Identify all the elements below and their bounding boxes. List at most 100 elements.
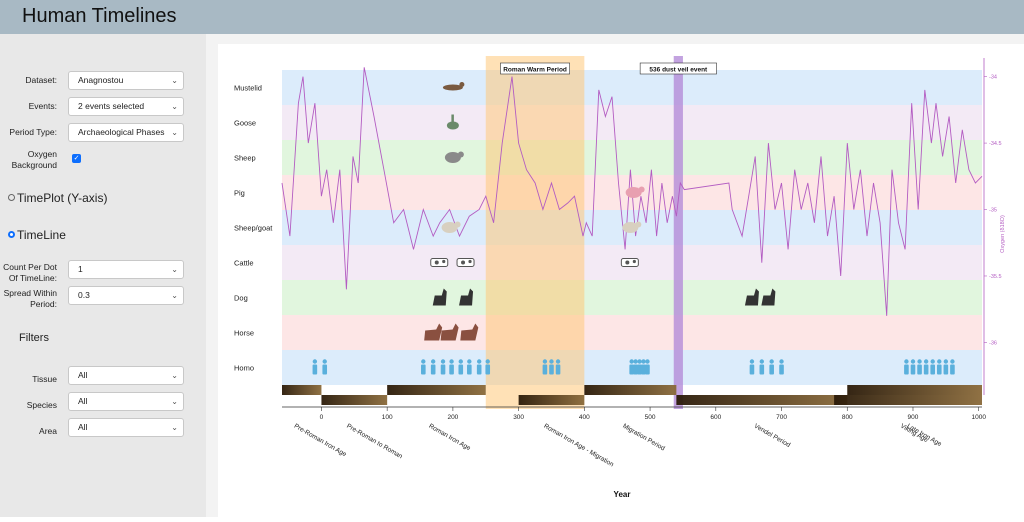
pig-icon: [638, 186, 645, 193]
homo-icon: [749, 364, 755, 375]
horse-icon: [424, 323, 443, 341]
spread-select[interactable]: 0.3 ⌄: [68, 286, 184, 305]
timeline-chart: Mustelid Goose Sheep Pig Sheep/goat Cattle Dog…: [234, 56, 1006, 499]
homo-icon: [637, 359, 642, 364]
timeplot-radio[interactable]: TimePlot (Y-axis): [8, 191, 107, 205]
period-bar: [387, 385, 486, 395]
row-label: Goose: [234, 119, 256, 128]
homo-icon: [312, 364, 318, 375]
area-select[interactable]: All ⌄: [68, 418, 184, 437]
homo-icon: [542, 359, 548, 364]
homo-icon: [779, 359, 784, 364]
homo-icon: [549, 364, 554, 375]
right-axis-tick-label: -36: [989, 340, 997, 346]
homo-icon: [476, 364, 482, 375]
period-label: Vendel Period: [753, 423, 792, 449]
homo-icon: [555, 364, 561, 375]
homo-icon: [769, 364, 774, 375]
homo-icon: [769, 359, 774, 364]
x-axis-tick-label: 300: [513, 414, 524, 421]
right-axis-label: Oxygen (δ18O): [1000, 215, 1006, 253]
period-bar: [584, 385, 677, 395]
dataset-select[interactable]: Anagnostou ⌄: [68, 71, 184, 90]
homo-icon: [930, 364, 936, 375]
dataset-label: Dataset:: [25, 75, 57, 85]
dog-icon: [459, 288, 474, 306]
period-type-select[interactable]: Archaeological Phases ⌄: [68, 123, 184, 142]
cattle-icon: [430, 258, 449, 267]
event-label: Roman Warm Period: [503, 67, 567, 74]
dog-icon: [761, 288, 776, 306]
homo-icon: [633, 364, 638, 375]
timeline-radio[interactable]: TimeLine: [8, 228, 66, 242]
homo-icon: [476, 359, 482, 364]
homo-icon: [458, 359, 463, 364]
sidebar: Dataset: Anagnostou ⌄ Events: 2 events se…: [0, 34, 206, 517]
homo-icon: [917, 364, 922, 375]
period-label: Roman Iron Age: [427, 423, 472, 453]
row-label: Cattle: [234, 259, 254, 268]
row-label: Homo: [234, 364, 254, 373]
homo-icon: [440, 359, 446, 364]
period-label: Roman Iron Age - Migration: [542, 423, 615, 469]
homo-icon: [440, 364, 446, 375]
period-bar: [321, 395, 388, 405]
events-label: Events:: [28, 101, 57, 111]
row-label: Mustelid: [234, 84, 262, 93]
sheep-goat-icon: [454, 221, 461, 228]
count-per-dot-select[interactable]: 1 ⌄: [68, 260, 184, 279]
homo-icon: [633, 359, 638, 364]
tissue-select[interactable]: All ⌄: [68, 366, 184, 385]
dog-icon: [432, 288, 447, 306]
homo-icon: [641, 359, 646, 364]
homo-icon: [645, 364, 650, 375]
homo-icon: [641, 364, 646, 375]
homo-icon: [449, 364, 454, 375]
homo-icon: [485, 364, 491, 375]
horse-icon: [440, 323, 459, 341]
x-axis-tick-label: 1000: [971, 414, 986, 421]
chevron-down-icon: ⌄: [171, 423, 178, 432]
event-label: 536 dust veil event: [649, 67, 708, 74]
row-label: Dog: [234, 294, 248, 303]
oxygen-background-label: Oxygen Background: [11, 149, 57, 170]
right-axis-tick-label: -35: [989, 208, 997, 214]
right-axis-tick-label: -34.5: [989, 141, 1002, 147]
goose-icon: [451, 114, 454, 124]
homo-icon: [904, 364, 909, 375]
cattle-icon: [620, 258, 639, 267]
oxygen-background-checkbox[interactable]: ✓: [72, 154, 81, 163]
chevron-down-icon: ⌄: [171, 291, 178, 300]
period-label: Migration Period: [621, 423, 666, 453]
period-label: Pre-Roman Iron Age: [293, 423, 348, 459]
event-band: [673, 56, 683, 409]
homo-icon: [930, 359, 935, 364]
events-select[interactable]: 2 events selected ⌄: [68, 97, 184, 116]
homo-icon: [430, 364, 436, 375]
period-label: Pre-Roman to Roman: [345, 423, 404, 461]
homo-icon: [449, 359, 454, 364]
homo-icon: [943, 359, 949, 364]
homo-icon: [645, 359, 650, 364]
chevron-down-icon: ⌄: [171, 397, 178, 406]
x-axis-tick-label: 700: [776, 414, 787, 421]
homo-icon: [950, 364, 955, 375]
homo-icon: [749, 359, 755, 364]
cattle-icon: [632, 259, 636, 264]
cattle-icon: [442, 259, 446, 264]
right-axis-tick-label: -35.5: [989, 274, 1002, 280]
homo-icon: [542, 364, 548, 375]
row-label: Sheep/goat: [234, 224, 273, 233]
radio-icon: [8, 194, 15, 201]
homo-icon: [937, 359, 942, 364]
x-axis-tick-label: 200: [447, 414, 458, 421]
event-band: [485, 56, 585, 409]
period-bar: [834, 395, 982, 405]
sheep-icon: [444, 152, 461, 163]
sheep-icon: [457, 151, 464, 158]
species-select[interactable]: All ⌄: [68, 392, 184, 411]
x-axis-label: Year: [614, 490, 631, 499]
homo-icon: [322, 359, 327, 364]
period-bar: [847, 385, 982, 395]
event-label-box: [639, 62, 717, 75]
